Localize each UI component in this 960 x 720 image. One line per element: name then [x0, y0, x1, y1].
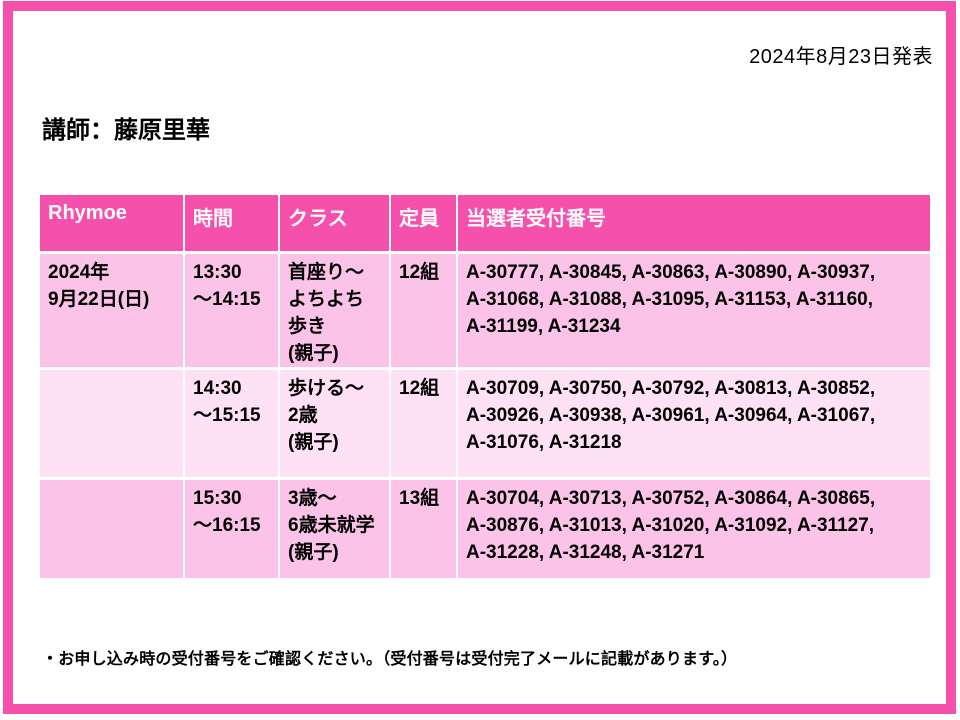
winner-numbers-cell: A-30777, A-30845, A-30863, A-30890, A-30…: [457, 252, 930, 370]
time-cell: 15:30 ～16:15: [184, 478, 280, 581]
table-header-row: Rhymoe 時間 クラス 定員 当選者受付番号: [40, 195, 930, 254]
col-header-capacity: 定員: [390, 195, 458, 254]
winners-schedule-table: Rhymoe 時間 クラス 定員 当選者受付番号 2024年 9月22日(日) …: [40, 195, 930, 581]
col-header-rhymoe: Rhymoe: [40, 195, 185, 254]
class-cell: 3歳～ 6歳未就学 (親子): [279, 478, 391, 581]
time-cell: 13:30 ～14:15: [184, 252, 280, 370]
class-cell: 首座り～ よちよち 歩き (親子): [279, 252, 391, 370]
announcement-date: 2024年8月23日発表: [749, 46, 933, 68]
instructor-title: 講師：藤原里華: [42, 117, 210, 144]
col-header-time: 時間: [184, 195, 280, 254]
capacity-cell: 13組: [390, 478, 458, 581]
table-row: 2024年 9月22日(日) 13:30 ～14:15 首座り～ よちよち 歩き…: [40, 252, 930, 370]
table-row: 15:30 ～16:15 3歳～ 6歳未就学 (親子) 13組 A-30704,…: [40, 478, 930, 581]
winner-numbers-cell: A-30709, A-30750, A-30792, A-30813, A-30…: [457, 368, 930, 480]
capacity-cell: 12組: [390, 252, 458, 370]
footer-note: ・お申し込み時の受付番号をご確認ください。（受付番号は受付完了メールに記載があり…: [42, 651, 738, 668]
class-cell: 歩ける～ 2歳 (親子): [279, 368, 391, 480]
col-header-class: クラス: [279, 195, 391, 254]
winner-numbers-cell: A-30704, A-30713, A-30752, A-30864, A-30…: [457, 478, 930, 581]
col-header-winner-numbers: 当選者受付番号: [457, 195, 930, 254]
time-cell: 14:30 ～15:15: [184, 368, 280, 480]
date-cell: [40, 478, 185, 581]
date-cell: 2024年 9月22日(日): [40, 252, 185, 370]
date-cell: [40, 368, 185, 480]
capacity-cell: 12組: [390, 368, 458, 480]
table-row: 14:30 ～15:15 歩ける～ 2歳 (親子) 12組 A-30709, A…: [40, 368, 930, 480]
